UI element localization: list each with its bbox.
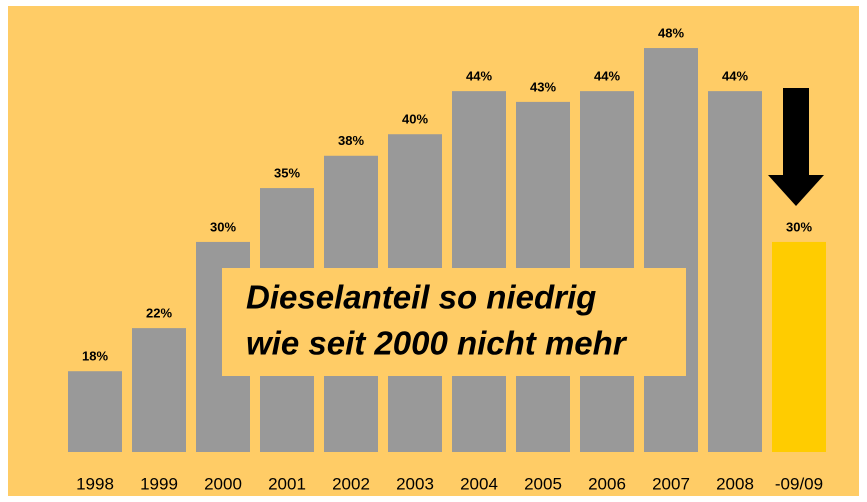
- value-label: 44%: [594, 69, 620, 84]
- value-label: 30%: [210, 219, 236, 234]
- x-tick-label: 1999: [140, 474, 178, 493]
- value-label: 22%: [146, 306, 172, 321]
- value-label: 40%: [402, 112, 428, 127]
- value-label: 43%: [530, 79, 556, 94]
- x-tick-label: 2002: [332, 474, 370, 493]
- x-tick-label: 1998: [76, 474, 114, 493]
- annotation-line: wie seit 2000 nicht mehr: [246, 325, 628, 362]
- value-label: 38%: [338, 133, 364, 148]
- value-label: 48%: [658, 25, 684, 40]
- value-label: 35%: [274, 166, 300, 181]
- bar: [772, 241, 826, 452]
- x-tick-label: 2000: [204, 474, 242, 493]
- x-tick-label: -09/09: [775, 474, 823, 493]
- value-label: 18%: [82, 349, 108, 364]
- value-label: 44%: [722, 69, 748, 84]
- bar: [68, 371, 122, 452]
- x-tick-label: 2004: [460, 474, 498, 493]
- bar: [132, 328, 186, 452]
- x-tick-label: 2005: [524, 474, 562, 493]
- bar: [708, 91, 762, 453]
- x-tick-label: 2008: [716, 474, 754, 493]
- annotation-box: [222, 268, 686, 376]
- value-label: 30%: [786, 219, 812, 234]
- x-tick-label: 2003: [396, 474, 434, 493]
- x-tick-label: 2007: [652, 474, 690, 493]
- x-tick-label: 2006: [588, 474, 626, 493]
- bar: [644, 48, 698, 452]
- down-arrow: [768, 88, 824, 206]
- value-label: 44%: [466, 69, 492, 84]
- x-tick-label: 2001: [268, 474, 306, 493]
- annotation-line: Dieselanteil so niedrig: [246, 279, 596, 316]
